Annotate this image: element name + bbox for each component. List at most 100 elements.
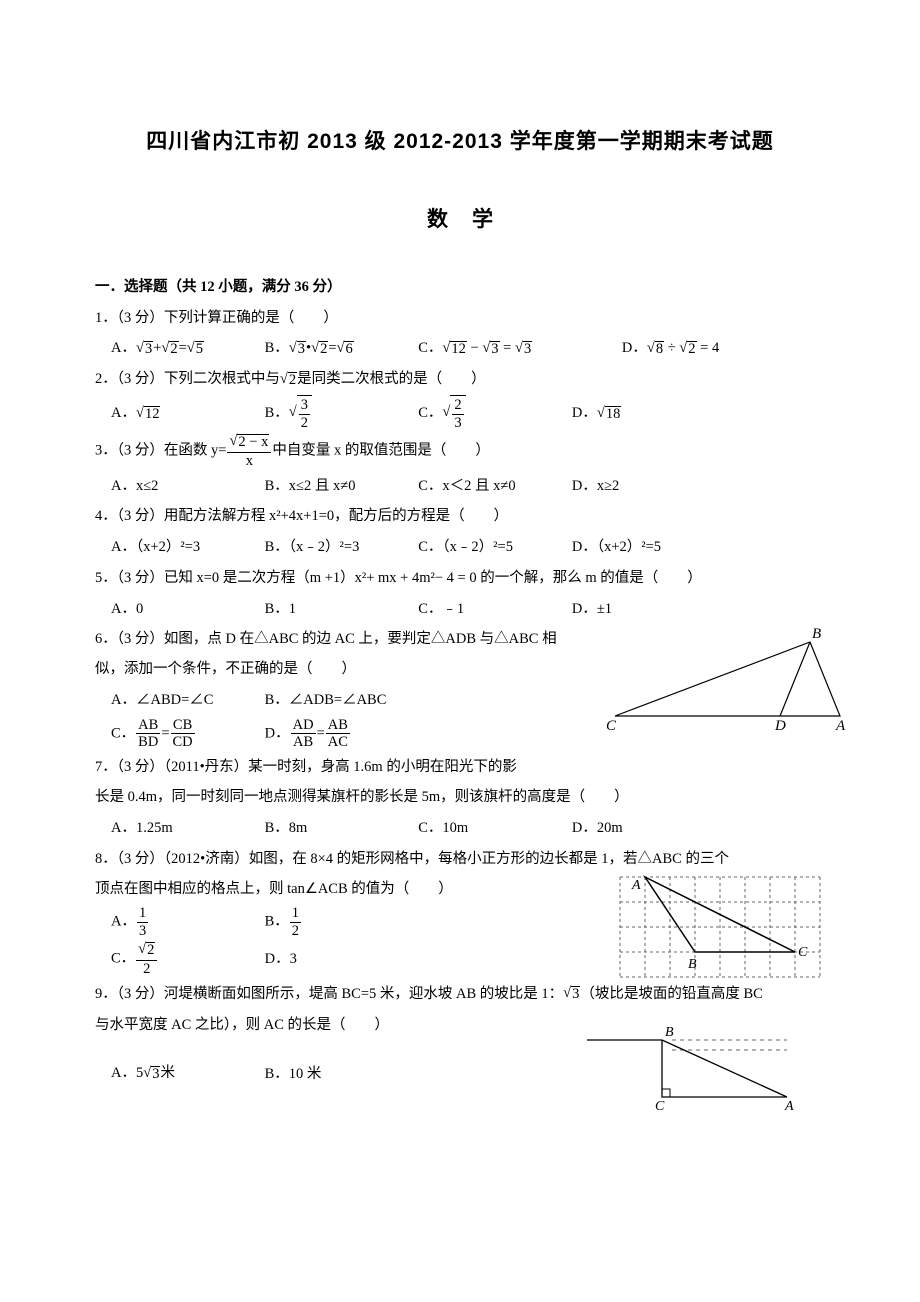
q5-options: A．0 B．1 C．﹣1 D．±1	[95, 593, 825, 624]
question-2: 2．（3 分）下列二次根式中与2是同类二次根式的是（ ） A．12 B．32 C…	[95, 364, 825, 432]
q5-stem: 5．（3 分）已知 x=0 是二次方程（m +1）x²+ mx + 4m²− 4…	[95, 563, 825, 593]
q3-option-c: C．x＜2 且 x≠0	[418, 471, 568, 501]
question-8: 8．（3 分）（2012•济南）如图，在 8×4 的矩形网格中，每格小正方形的边…	[95, 844, 825, 979]
q5-option-b: B．1	[265, 594, 415, 624]
q5-option-c: C．﹣1	[418, 594, 568, 624]
q6-option-d: D．ADAB=ABAC	[265, 716, 415, 752]
sqrt-icon: 6	[337, 334, 354, 364]
q4-option-a: A．（x+2）²=3	[111, 532, 261, 562]
sqrt-icon: 3	[136, 334, 153, 364]
subject-title: 数学	[95, 198, 825, 242]
sqrt-icon: 12	[136, 399, 160, 429]
sqrt-icon: 8	[647, 334, 664, 364]
page-title: 四川省内江市初 2013 级 2012-2013 学年度第一学期期末考试题	[95, 120, 825, 164]
fraction-icon: CBCD	[171, 718, 195, 750]
q7-options: A．1.25m B．8m C．10m D．20m	[95, 813, 825, 844]
q2-options: A．12 B．32 C．23 D．18	[95, 395, 825, 432]
q4-option-b: B．（x﹣2）²=3	[265, 532, 415, 562]
svg-text:A: A	[631, 878, 641, 893]
q3-option-a: A．x≤2	[111, 471, 261, 501]
q3-option-b: B．x≤2 且 x≠0	[265, 471, 415, 501]
q9-option-b: B．10 米	[265, 1059, 415, 1089]
embankment-figure-icon: B C A	[577, 1022, 797, 1112]
q7-line1: 7．（3 分）（2011•丹东）某一时刻，身高 1.6m 的小明在阳光下的影	[95, 752, 825, 782]
svg-text:B: B	[812, 626, 821, 642]
svg-text:C: C	[606, 718, 617, 734]
q2-stem: 2．（3 分）下列二次根式中与2是同类二次根式的是（ ）	[95, 364, 825, 395]
q2-option-a: A．12	[111, 398, 261, 429]
svg-text:B: B	[665, 1025, 674, 1040]
q9-options: A．53米 B．10 米 B C A	[95, 1040, 825, 1089]
fraction-icon: 12	[290, 906, 301, 938]
sqrt-icon: 18	[597, 399, 621, 429]
question-1: 1．（3 分）下列计算正确的是（ ） A．3+2=5 B．3•2=6 C．12 …	[95, 303, 825, 365]
sqrt-icon: 2	[138, 942, 155, 959]
triangle-figure-icon: B C D A	[600, 624, 850, 734]
q1-option-a: A．3+2=5	[111, 333, 261, 364]
sqrt-icon: 32	[289, 395, 312, 432]
sqrt-icon: 2	[311, 334, 328, 364]
q8-option-c: C．22	[111, 940, 261, 978]
q1-stem: 1．（3 分）下列计算正确的是（ ）	[95, 303, 825, 333]
svg-text:A: A	[784, 1099, 794, 1112]
exam-page: 四川省内江市初 2013 级 2012-2013 学年度第一学期期末考试题 数学…	[0, 0, 920, 1149]
q1-option-b: B．3•2=6	[265, 333, 415, 364]
q9-option-a: A．53米	[111, 1058, 261, 1089]
question-3: 3．（3 分）在函数 y=2 − xx中自变量 x 的取值范围是（ ） A．x≤…	[95, 432, 825, 501]
sqrt-icon: 5	[187, 334, 204, 364]
question-4: 4．（3 分）用配方法解方程 x²+4x+1=0，配方后的方程是（ ） A．（x…	[95, 501, 825, 562]
q7-option-a: A．1.25m	[111, 813, 261, 843]
q6-option-a: A．∠ABD=∠C	[111, 685, 261, 715]
q1-option-c: C．12 − 3 = 3	[418, 333, 618, 364]
svg-text:D: D	[774, 718, 786, 734]
q8-option-b: B．12	[265, 904, 415, 940]
fraction-icon: 2 − xx	[227, 434, 271, 468]
q2-option-c: C．23	[418, 395, 568, 432]
sqrt-icon: 2	[161, 334, 178, 364]
fraction-icon: 23	[452, 398, 463, 430]
question-5: 5．（3 分）已知 x=0 是二次方程（m +1）x²+ mx + 4m²− 4…	[95, 563, 825, 624]
section-heading: 一．选择题（共 12 小题，满分 36 分）	[95, 272, 825, 302]
sqrt-icon: 3	[482, 334, 499, 364]
q2-option-d: D．18	[572, 398, 722, 429]
fraction-icon: ABBD	[136, 718, 160, 750]
q8-option-a: A．13	[111, 904, 261, 940]
sqrt-icon: 3	[515, 334, 532, 364]
question-7: 7．（3 分）（2011•丹东）某一时刻，身高 1.6m 的小明在阳光下的影 长…	[95, 752, 825, 844]
sqrt-icon: 2	[280, 365, 297, 395]
q6-option-c: C．ABBD=CBCD	[111, 716, 261, 752]
q4-option-d: D．（x+2）²=5	[572, 532, 722, 562]
q7-option-b: B．8m	[265, 813, 415, 843]
svg-text:C: C	[655, 1099, 665, 1112]
fraction-icon: 22	[136, 942, 157, 976]
fraction-icon: 13	[137, 906, 148, 938]
fraction-icon: ADAB	[291, 718, 316, 750]
q3-stem: 3．（3 分）在函数 y=2 − xx中自变量 x 的取值范围是（ ）	[95, 432, 825, 470]
q7-option-c: C．10m	[418, 813, 568, 843]
q4-option-c: C．（x﹣2）²=5	[418, 532, 568, 562]
sqrt-icon: 23	[442, 395, 465, 432]
sqrt-icon: 3	[289, 334, 306, 364]
q7-option-d: D．20m	[572, 813, 722, 843]
q4-stem: 4．（3 分）用配方法解方程 x²+4x+1=0，配方后的方程是（ ）	[95, 501, 825, 531]
sqrt-icon: 2	[679, 334, 696, 364]
q6-option-b: B．∠ADB=∠ABC	[265, 685, 415, 715]
svg-text:C: C	[798, 945, 808, 960]
sqrt-icon: 3	[143, 1059, 160, 1089]
fraction-icon: 32	[299, 398, 310, 430]
sqrt-icon: 2 − x	[229, 434, 269, 451]
fraction-icon: ABAC	[326, 718, 350, 750]
q1-option-d: D．8 ÷ 2 = 4	[622, 333, 772, 364]
svg-text:A: A	[835, 718, 846, 734]
sqrt-icon: 12	[442, 334, 466, 364]
q5-option-d: D．±1	[572, 594, 722, 624]
q4-options: A．（x+2）²=3 B．（x﹣2）²=3 C．（x﹣2）²=5 D．（x+2）…	[95, 532, 825, 563]
q3-option-d: D．x≥2	[572, 471, 702, 501]
question-6: 6．（3 分）如图，点 D 在△ABC 的边 AC 上，要判定△ADB 与△AB…	[95, 624, 825, 752]
q2-option-b: B．32	[265, 395, 415, 432]
sqrt-icon: 3	[563, 979, 580, 1009]
grid-figure-icon: A B C	[610, 872, 825, 982]
question-9: 9．（3 分）河堤横断面如图所示，堤高 BC=5 米，迎水坡 AB 的坡比是 1…	[95, 979, 825, 1089]
q3-options: A．x≤2 B．x≤2 且 x≠0 C．x＜2 且 x≠0 D．x≥2	[95, 471, 825, 502]
q7-line2: 长是 0.4m，同一时刻同一地点测得某旗杆的影长是 5m，则该旗杆的高度是（ ）	[95, 782, 825, 812]
